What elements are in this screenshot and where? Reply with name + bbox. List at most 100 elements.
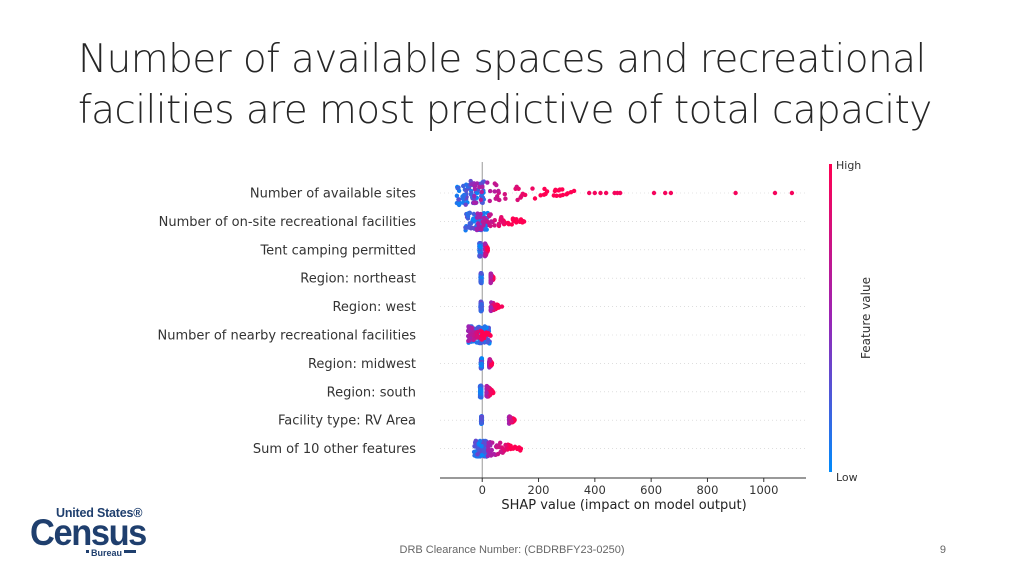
shap-point <box>486 447 491 452</box>
logo-line-united-states: United States® <box>56 506 143 520</box>
feature-label: Number of on-site recreational facilitie… <box>159 215 417 230</box>
shap-point <box>485 385 491 391</box>
shap-point <box>488 212 493 217</box>
x-tick-label: 600 <box>640 483 662 497</box>
shap-point <box>466 324 471 329</box>
shap-point <box>516 186 521 191</box>
shap-point <box>464 188 469 193</box>
shap-point <box>488 305 493 310</box>
logo-line-census: Census <box>30 512 147 553</box>
x-axis: 0 200 400 600 800 1000 <box>440 477 806 497</box>
shap-point <box>508 414 513 420</box>
shap-point <box>488 272 494 277</box>
feature-label: Region: northeast <box>300 272 416 287</box>
shap-point <box>493 196 498 201</box>
shap-point <box>482 324 487 329</box>
shap-point <box>479 301 484 307</box>
shap-point <box>474 181 480 186</box>
shap-point <box>480 184 485 190</box>
shap-point <box>488 453 494 458</box>
colorbar-low-label: Low <box>836 471 858 484</box>
shap-point <box>487 198 492 204</box>
feature-label: Region: midwest <box>308 357 416 372</box>
shap-point <box>478 306 483 311</box>
shap-point <box>478 340 484 346</box>
shap-point <box>485 180 490 185</box>
shap-outlier-point <box>587 190 592 196</box>
shap-point <box>496 221 501 227</box>
shap-point <box>466 328 471 333</box>
shap-point <box>517 445 522 450</box>
feature-label: Number of available sites <box>250 187 416 202</box>
shap-point <box>492 223 497 228</box>
shap-point <box>463 225 468 231</box>
shap-point <box>498 216 504 221</box>
shap-outlier-point <box>789 190 795 196</box>
shap-point <box>479 189 484 195</box>
shap-point <box>492 218 497 223</box>
shap-point <box>481 223 486 228</box>
shap-point <box>485 340 490 345</box>
shap-outlier-point <box>598 190 603 196</box>
shap-point <box>498 440 503 445</box>
shap-point <box>479 333 484 338</box>
shap-outlier-point <box>499 304 505 309</box>
shap-point <box>483 241 488 247</box>
shap-point <box>538 193 543 198</box>
feature-label: Region: west <box>332 300 416 315</box>
shap-point <box>477 389 483 394</box>
shap-point <box>479 271 484 276</box>
shap-point <box>484 390 489 395</box>
shap-point <box>479 444 484 449</box>
shap-point <box>514 217 519 222</box>
shap-point <box>476 441 481 446</box>
shap-point <box>472 186 478 192</box>
x-tick-label: 800 <box>696 483 718 497</box>
shap-outlier-point <box>603 190 609 196</box>
feature-label: Tent camping permitted <box>259 243 416 258</box>
shap-point <box>503 442 508 448</box>
shap-point <box>477 243 482 249</box>
shap-point <box>565 191 570 196</box>
shap-point <box>471 200 476 205</box>
shap-point <box>473 440 478 445</box>
shap-outlier-point <box>733 190 738 196</box>
shap-point <box>480 219 485 224</box>
shap-points <box>454 178 795 459</box>
shap-point <box>472 193 477 199</box>
shap-point <box>472 218 477 223</box>
shap-point <box>488 362 494 368</box>
colorbar-gradient <box>829 164 832 472</box>
feature-row-lines <box>440 192 806 449</box>
shap-point <box>478 254 483 259</box>
shap-point <box>551 193 556 198</box>
shap-point <box>454 193 460 198</box>
shap-point <box>505 220 511 226</box>
shap-point <box>518 195 523 200</box>
shap-point <box>497 444 502 450</box>
shap-point <box>493 304 498 309</box>
shap-point <box>558 193 563 198</box>
shap-point <box>500 220 506 225</box>
shap-point <box>502 447 507 453</box>
feature-label: Region: south <box>327 385 416 400</box>
shap-point <box>543 191 548 197</box>
shap-point <box>515 197 520 203</box>
shap-point <box>456 197 462 202</box>
shap-point <box>502 192 507 197</box>
shap-point <box>467 338 472 343</box>
shap-point <box>568 190 574 195</box>
shap-point <box>474 226 479 231</box>
shap-point <box>479 356 485 361</box>
shap-point <box>487 357 493 362</box>
census-bureau-logo: United States® Census Bureau <box>30 506 150 558</box>
x-tick-label: 0 <box>479 483 486 497</box>
shap-point <box>475 452 480 457</box>
shap-point <box>509 222 514 227</box>
shap-point <box>492 181 497 186</box>
shap-point <box>497 197 502 203</box>
shap-point <box>476 447 481 452</box>
feature-labels: Number of available sites Number of on-si… <box>158 187 417 458</box>
shap-point <box>471 337 476 342</box>
shap-point <box>481 447 486 452</box>
